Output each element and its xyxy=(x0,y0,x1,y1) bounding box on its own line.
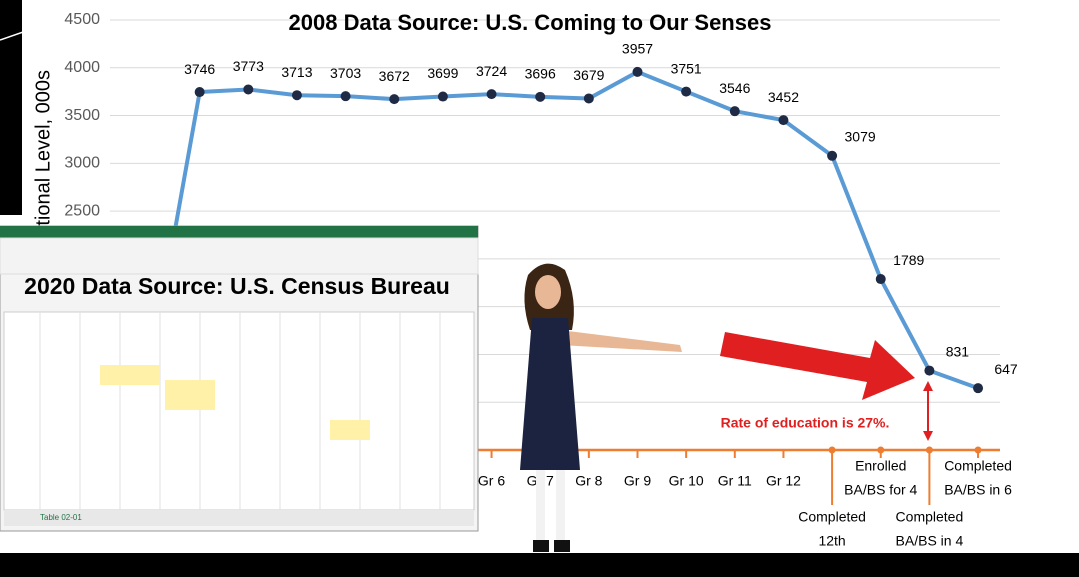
x-tick-label: Completed xyxy=(944,458,1012,474)
data-label: 3696 xyxy=(525,66,556,82)
x-tick-label: BA/BS in 4 xyxy=(896,533,964,549)
chart-title: 2008 Data Source: U.S. Coming to Our Sen… xyxy=(289,10,772,35)
data-label: 3746 xyxy=(184,61,215,77)
data-label: 3724 xyxy=(476,63,507,79)
x-tick-dot xyxy=(975,447,982,454)
data-point xyxy=(341,91,351,101)
x-tick-label: Gr 10 xyxy=(669,473,704,489)
overlay-title: 2020 Data Source: U.S. Census Bureau xyxy=(24,273,450,299)
x-tick-label: Gr 6 xyxy=(478,473,505,489)
spreadsheet-screenshot: Table 02-01 2020 Data Source: U.S. Censu… xyxy=(0,226,478,531)
sheet-ribbon xyxy=(0,238,478,274)
data-point xyxy=(487,89,497,99)
x-tick-label: Enrolled xyxy=(855,458,906,474)
arrow-head xyxy=(923,381,933,391)
sheet-highlight xyxy=(100,365,160,385)
data-point xyxy=(584,93,594,103)
data-point xyxy=(730,106,740,116)
x-tick-dot xyxy=(926,447,933,454)
data-label: 3672 xyxy=(379,68,410,84)
y-tick-label: 2500 xyxy=(64,202,100,219)
arrow-head xyxy=(923,431,933,441)
data-point xyxy=(827,151,837,161)
data-point xyxy=(195,87,205,97)
x-tick-label: 12th xyxy=(818,533,845,549)
y-tick-label: 3000 xyxy=(64,155,100,172)
data-label: 3699 xyxy=(427,65,458,81)
x-tick-label: Gr 8 xyxy=(575,473,602,489)
bottom-band xyxy=(0,553,1079,577)
data-point xyxy=(876,274,886,284)
data-label: 3751 xyxy=(671,60,702,76)
x-tick-label: BA/BS for 4 xyxy=(844,482,917,498)
x-tick-label: Gr 12 xyxy=(766,473,801,489)
sheet-highlight xyxy=(330,420,370,440)
data-label: 831 xyxy=(946,343,970,359)
data-point xyxy=(633,67,643,77)
data-label: 1789 xyxy=(893,252,924,268)
annotation: Rate of education is 27%. xyxy=(721,415,890,431)
x-tick-dot xyxy=(829,447,836,454)
data-point xyxy=(292,90,302,100)
data-point xyxy=(438,92,448,102)
data-point xyxy=(924,366,934,376)
x-tick-label: BA/BS in 6 xyxy=(944,482,1012,498)
data-label: 3773 xyxy=(233,58,264,74)
sheet-titlebar xyxy=(0,226,478,238)
data-point xyxy=(973,383,983,393)
data-label: 3703 xyxy=(330,65,361,81)
x-tick-label: Gr 11 xyxy=(718,473,752,489)
data-label: 3957 xyxy=(622,41,653,57)
x-tick-label: Completed xyxy=(798,509,866,525)
x-tick-label: Gr 9 xyxy=(624,473,651,489)
x-tick-label: Completed xyxy=(896,509,964,525)
data-label: 3452 xyxy=(768,89,799,105)
x-tick-dot xyxy=(877,447,884,454)
y-tick-label: 4000 xyxy=(64,59,100,76)
sheet-highlight xyxy=(165,380,215,410)
data-label: 3546 xyxy=(719,80,750,96)
data-point xyxy=(243,84,253,94)
data-label: 3079 xyxy=(845,128,876,144)
slide: 050010001500200025003000350040004500Gr 6… xyxy=(0,0,1079,577)
red-arrow xyxy=(720,332,915,400)
data-label: 3679 xyxy=(573,67,604,83)
y-tick-label: 3500 xyxy=(64,107,100,124)
sheet-grid xyxy=(4,312,474,510)
dark-corner xyxy=(0,0,22,215)
data-point xyxy=(389,94,399,104)
sheet-tab: Table 02-01 xyxy=(40,513,82,522)
data-point xyxy=(535,92,545,102)
data-point xyxy=(681,87,691,97)
y-tick-label: 4500 xyxy=(64,11,100,28)
data-label: 647 xyxy=(994,361,1018,377)
data-label: 3713 xyxy=(281,64,312,80)
data-point xyxy=(778,115,788,125)
